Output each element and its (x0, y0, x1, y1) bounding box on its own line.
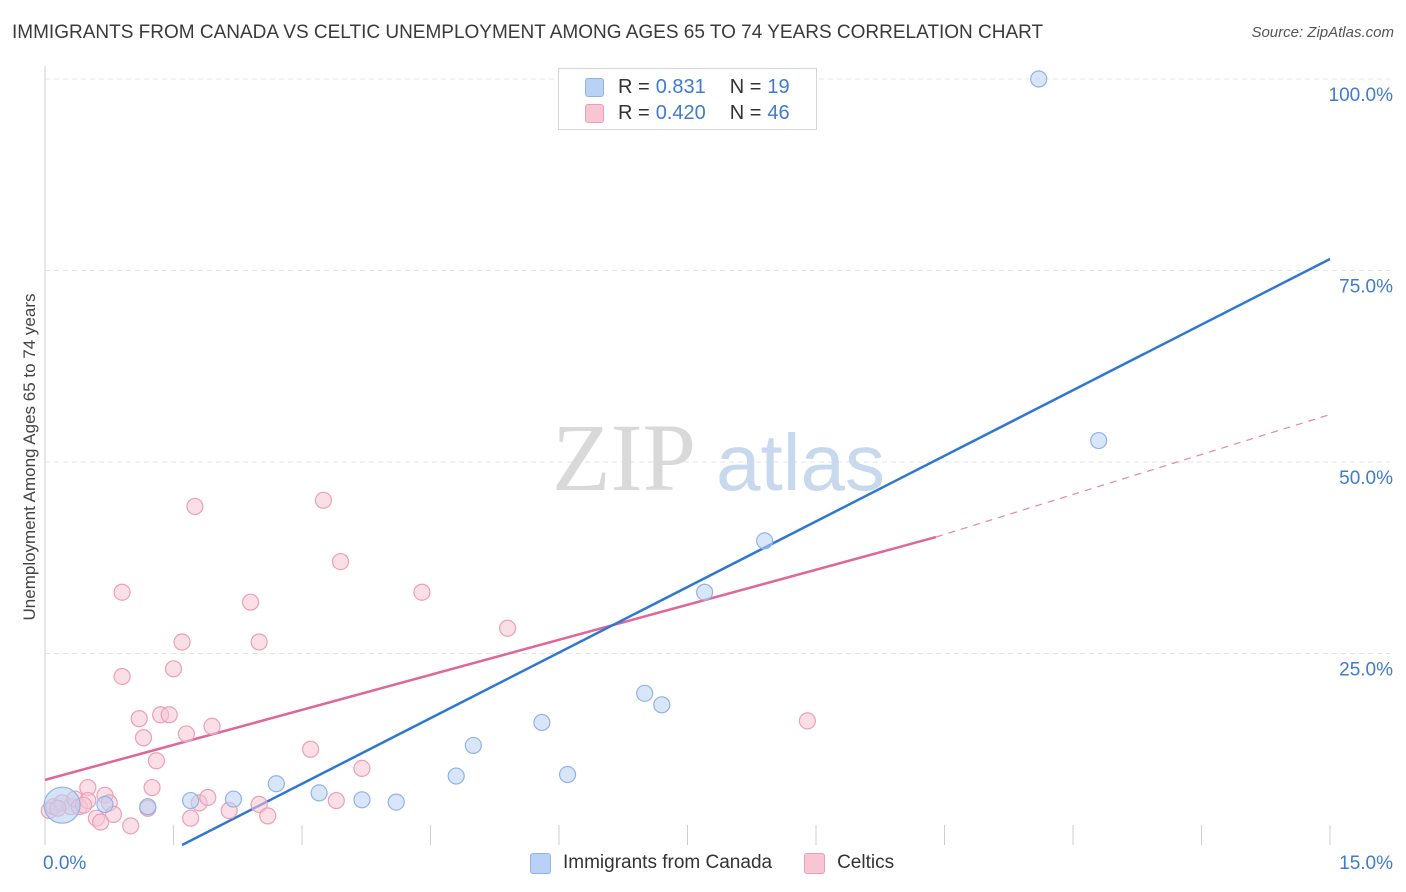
legend-row-canada: R = 0.831 N = 19 (585, 75, 841, 99)
point-celtics (798, 712, 817, 730)
legend-item-canada[interactable]: Immigrants from Canada (530, 852, 772, 874)
point-celtics (250, 795, 268, 814)
trendline-celtics (44, 535, 937, 782)
trendline-celtics-extension (935, 413, 1331, 538)
legend-swatch-blue (585, 77, 604, 97)
legend-swatch-pink (585, 103, 604, 123)
point-celtics (331, 552, 350, 571)
watermark-atlas: atlas (716, 418, 885, 507)
stats-legend: R = 0.831 N = 19 R = 0.420 N = 46 (558, 68, 817, 130)
point-celtics (113, 667, 131, 686)
point-canada (653, 696, 671, 714)
point-canada (310, 784, 328, 802)
trendline-canada (181, 257, 1331, 847)
legend-r-label: R = (618, 75, 650, 98)
point-canada (533, 713, 551, 732)
point-canada (267, 775, 285, 793)
point-celtics (250, 633, 268, 651)
point-celtics (199, 788, 217, 807)
point-canada (182, 791, 200, 810)
legend-r-label: R = (618, 101, 650, 124)
legend-n-label: N = (729, 75, 762, 98)
point-celtics (259, 807, 277, 825)
chart-source: Source: ZipAtlas.com (1251, 24, 1394, 41)
point-celtics (186, 497, 204, 516)
legend-n-value: 46 (767, 101, 790, 124)
point-celtics (122, 817, 140, 835)
legend-swatch-pink (804, 852, 826, 874)
y-axis-label: Unemployment Among Ages 65 to 74 years (20, 294, 39, 621)
series-legend: Immigrants from Canada Celtics (530, 852, 926, 874)
point-celtics (242, 593, 260, 611)
axis-layer: 25.0% 50.0% 75.0% 100.0% 0.0% 15.0% (43, 66, 1393, 874)
legend-item-celtics[interactable]: Celtics (804, 852, 894, 874)
point-canada (1090, 431, 1108, 450)
point-celtics (301, 740, 320, 758)
point-celtics (177, 725, 195, 743)
point-canada (636, 684, 654, 702)
y-tick-label: 75.0% (1339, 277, 1393, 298)
legend-r-value: 0.420 (655, 101, 706, 124)
x-tick-label: 15.0% (1339, 853, 1393, 874)
legend-label-canada: Immigrants from Canada (563, 852, 773, 873)
point-celtics (113, 583, 131, 601)
point-celtics (164, 660, 183, 678)
point-celtics (92, 813, 110, 831)
point-celtics (203, 717, 221, 735)
point-celtics (413, 583, 431, 601)
legend-swatch-blue (530, 852, 551, 874)
point-canada (464, 736, 482, 755)
point-celtics (173, 633, 191, 651)
point-canada-large (43, 786, 81, 824)
point-canada (696, 583, 714, 601)
chart-title: IMMIGRANTS FROM CANADA VS CELTIC UNEMPLO… (12, 22, 1044, 43)
point-celtics (314, 491, 333, 509)
grid-layer (45, 78, 1390, 654)
point-celtics (499, 619, 517, 637)
point-canada (755, 532, 774, 550)
point-canada (558, 765, 577, 784)
watermark: ZIP atlas (552, 404, 885, 511)
point-celtics (130, 710, 148, 728)
trendlines (44, 257, 1331, 847)
point-celtics (182, 809, 200, 827)
data-points (40, 70, 1108, 835)
point-canada (139, 798, 157, 816)
point-celtics (353, 759, 371, 778)
y-tick-label: 25.0% (1339, 660, 1393, 681)
point-celtics (160, 706, 178, 724)
point-canada (224, 790, 243, 808)
legend-row-celtics: R = 0.420 N = 46 (585, 101, 841, 125)
point-celtics (143, 778, 161, 797)
point-celtics (134, 729, 153, 747)
point-canada (1030, 70, 1048, 88)
y-tick-label: 50.0% (1339, 468, 1393, 489)
point-canada (96, 795, 114, 814)
x-tick-label: 0.0% (43, 853, 86, 874)
point-celtics (147, 752, 165, 770)
point-canada (353, 791, 371, 809)
y-tick-label: 100.0% (1329, 85, 1394, 106)
legend-n-label: N = (729, 101, 762, 124)
point-canada (447, 767, 465, 785)
point-celtics (327, 791, 345, 810)
watermark-zip: ZIP (552, 404, 696, 511)
point-canada (387, 793, 405, 811)
legend-r-value: 0.831 (655, 75, 706, 98)
legend-label-celtics: Celtics (837, 852, 895, 873)
legend-n-value: 19 (767, 75, 790, 98)
